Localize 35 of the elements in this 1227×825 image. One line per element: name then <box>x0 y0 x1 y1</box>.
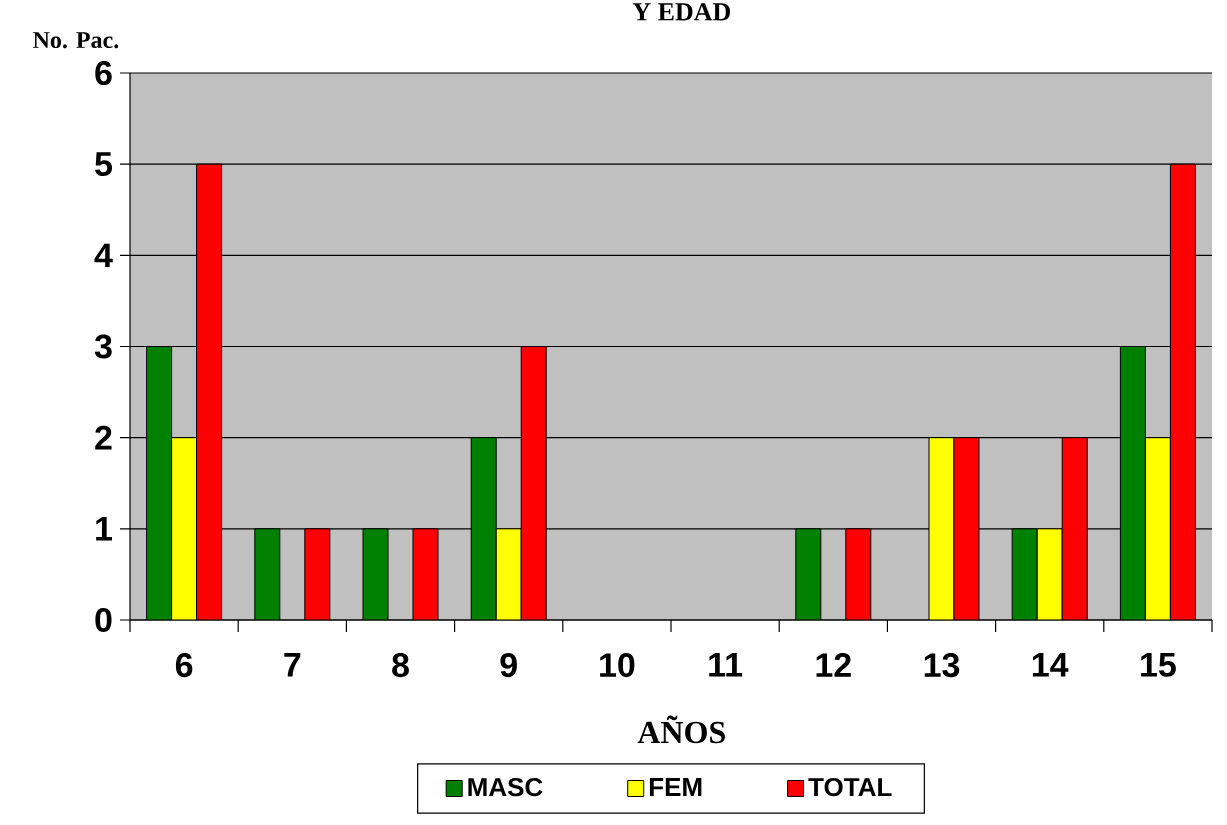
y-tick-label: 1 <box>96 517 113 541</box>
x-tick-label: 9 <box>500 653 517 678</box>
chart-title: Y EDAD <box>632 3 730 21</box>
x-tick-label: 13 <box>924 653 960 678</box>
bar <box>495 528 522 620</box>
y-tick-label: 4 <box>94 243 113 268</box>
x-tick-label: 8 <box>392 653 409 678</box>
legend-label: MASC <box>468 777 543 797</box>
x-tick-label: 11 <box>709 653 743 677</box>
bar <box>171 437 198 620</box>
x-axis-title: AÑOS <box>637 715 725 744</box>
x-tick-label: 14 <box>1032 653 1069 677</box>
bar <box>362 528 389 620</box>
bar <box>1144 437 1171 620</box>
bar <box>1036 528 1063 620</box>
bar <box>1119 346 1146 620</box>
y-tick-label: 0 <box>95 607 112 633</box>
bar <box>1011 528 1038 620</box>
y-tick-label: 5 <box>95 152 113 177</box>
bar <box>928 437 955 620</box>
bar <box>795 528 822 620</box>
y-axis-title: No. Pac. <box>33 32 119 49</box>
legend-label: FEM <box>649 778 702 796</box>
x-tick-label: 10 <box>600 653 635 678</box>
x-tick-label: 15 <box>1141 653 1176 677</box>
bar <box>254 528 281 620</box>
x-tick-label: 12 <box>816 653 851 677</box>
x-tick-label: 7 <box>284 653 301 677</box>
y-tick-label: 3 <box>94 334 112 359</box>
legend-label: TOTAL <box>808 777 892 797</box>
x-tick-label: 6 <box>175 653 193 678</box>
bar <box>146 346 173 620</box>
y-tick-label: 2 <box>95 425 112 450</box>
y-tick-label: 6 <box>95 60 112 86</box>
bar <box>470 437 497 620</box>
